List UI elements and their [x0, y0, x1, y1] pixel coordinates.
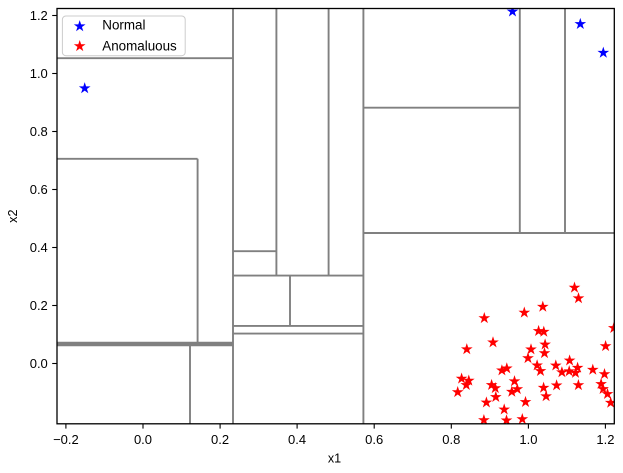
svg-text:0.2: 0.2	[211, 432, 229, 447]
svg-text:−0.2: −0.2	[53, 432, 79, 447]
svg-text:1.0: 1.0	[30, 66, 48, 81]
svg-text:0.0: 0.0	[30, 356, 48, 371]
svg-text:0.8: 0.8	[30, 124, 48, 139]
svg-text:0.6: 0.6	[365, 432, 383, 447]
svg-text:0.6: 0.6	[30, 182, 48, 197]
svg-text:Anomaluous: Anomaluous	[102, 38, 177, 53]
svg-text:0.0: 0.0	[134, 432, 152, 447]
svg-text:x1: x1	[328, 451, 341, 465]
svg-text:0.4: 0.4	[288, 432, 306, 447]
svg-text:x2: x2	[6, 210, 20, 223]
svg-text:1.2: 1.2	[596, 432, 614, 447]
svg-text:0.2: 0.2	[30, 298, 48, 313]
svg-text:1.0: 1.0	[519, 432, 537, 447]
svg-text:1.2: 1.2	[30, 8, 48, 23]
svg-text:Normal: Normal	[102, 18, 145, 33]
svg-text:0.8: 0.8	[442, 432, 460, 447]
svg-text:0.4: 0.4	[30, 240, 48, 255]
